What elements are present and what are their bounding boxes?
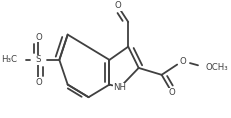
Text: O: O bbox=[35, 78, 42, 87]
Text: S: S bbox=[36, 55, 41, 64]
Text: H₃C: H₃C bbox=[2, 55, 18, 64]
Text: O: O bbox=[169, 88, 176, 97]
Text: O: O bbox=[35, 33, 42, 42]
Text: O: O bbox=[179, 57, 186, 65]
Text: OCH₃: OCH₃ bbox=[205, 63, 228, 72]
Text: NH: NH bbox=[113, 83, 126, 92]
Text: O: O bbox=[114, 1, 121, 10]
